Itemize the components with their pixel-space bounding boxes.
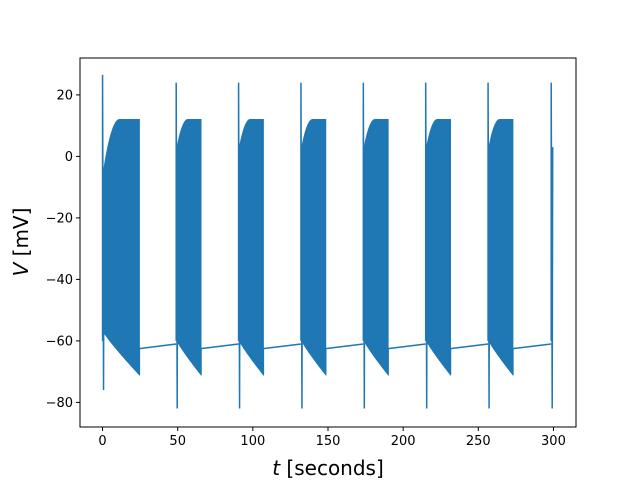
baseline-segment [450, 343, 489, 350]
burst [487, 82, 514, 409]
x-tick-label: 100 [240, 434, 265, 449]
burst [175, 82, 202, 409]
baseline-segment [512, 343, 552, 350]
burst [362, 82, 389, 409]
y-tick-label: −20 [46, 211, 73, 226]
x-tick-label: 250 [466, 434, 491, 449]
x-axis-ticks: 0 50 100 150 200 250 300 [98, 427, 566, 449]
x-axis-label-unit: [seconds] [280, 456, 384, 480]
baseline-segment [325, 343, 364, 350]
y-tick-label: 0 [65, 150, 73, 165]
burst-oscillation-band [363, 119, 389, 377]
burst [300, 82, 327, 409]
burst [101, 74, 141, 391]
baseline-segment [263, 343, 302, 350]
x-axis-label-var: t [272, 456, 281, 480]
y-tick-label: −40 [46, 273, 73, 288]
burst-oscillation-band [426, 119, 451, 377]
x-tick-label: 150 [316, 434, 341, 449]
y-axis-label: V [mV] [9, 208, 33, 277]
voltage-series [101, 74, 554, 409]
x-tick-label: 0 [98, 434, 106, 449]
burst-oscillation-band [102, 119, 140, 377]
burst-spike [550, 82, 554, 409]
y-axis-label-var: V [9, 261, 33, 276]
y-axis-ticks: −80 −60 −40 −20 0 20 [46, 88, 80, 411]
x-tick-label: 200 [391, 434, 416, 449]
x-tick-label: 50 [169, 434, 186, 449]
burst-oscillation-band [176, 119, 202, 377]
burst [550, 82, 554, 409]
y-tick-label: −60 [46, 334, 73, 349]
baseline-segment [139, 343, 177, 350]
x-axis-label: t [seconds] [272, 456, 384, 480]
y-tick-label: 20 [56, 88, 73, 103]
y-tick-label: −80 [46, 396, 73, 411]
burst-oscillation-band [301, 119, 327, 377]
burst [424, 82, 452, 409]
x-tick-label: 300 [541, 434, 566, 449]
baseline-segment [388, 343, 426, 350]
burst-oscillation-band [488, 119, 514, 377]
baseline-segment [200, 343, 239, 350]
burst [237, 82, 265, 409]
plot-area [101, 74, 554, 409]
y-axis-label-unit: [mV] [9, 208, 33, 263]
burst-oscillation-band [238, 119, 264, 377]
